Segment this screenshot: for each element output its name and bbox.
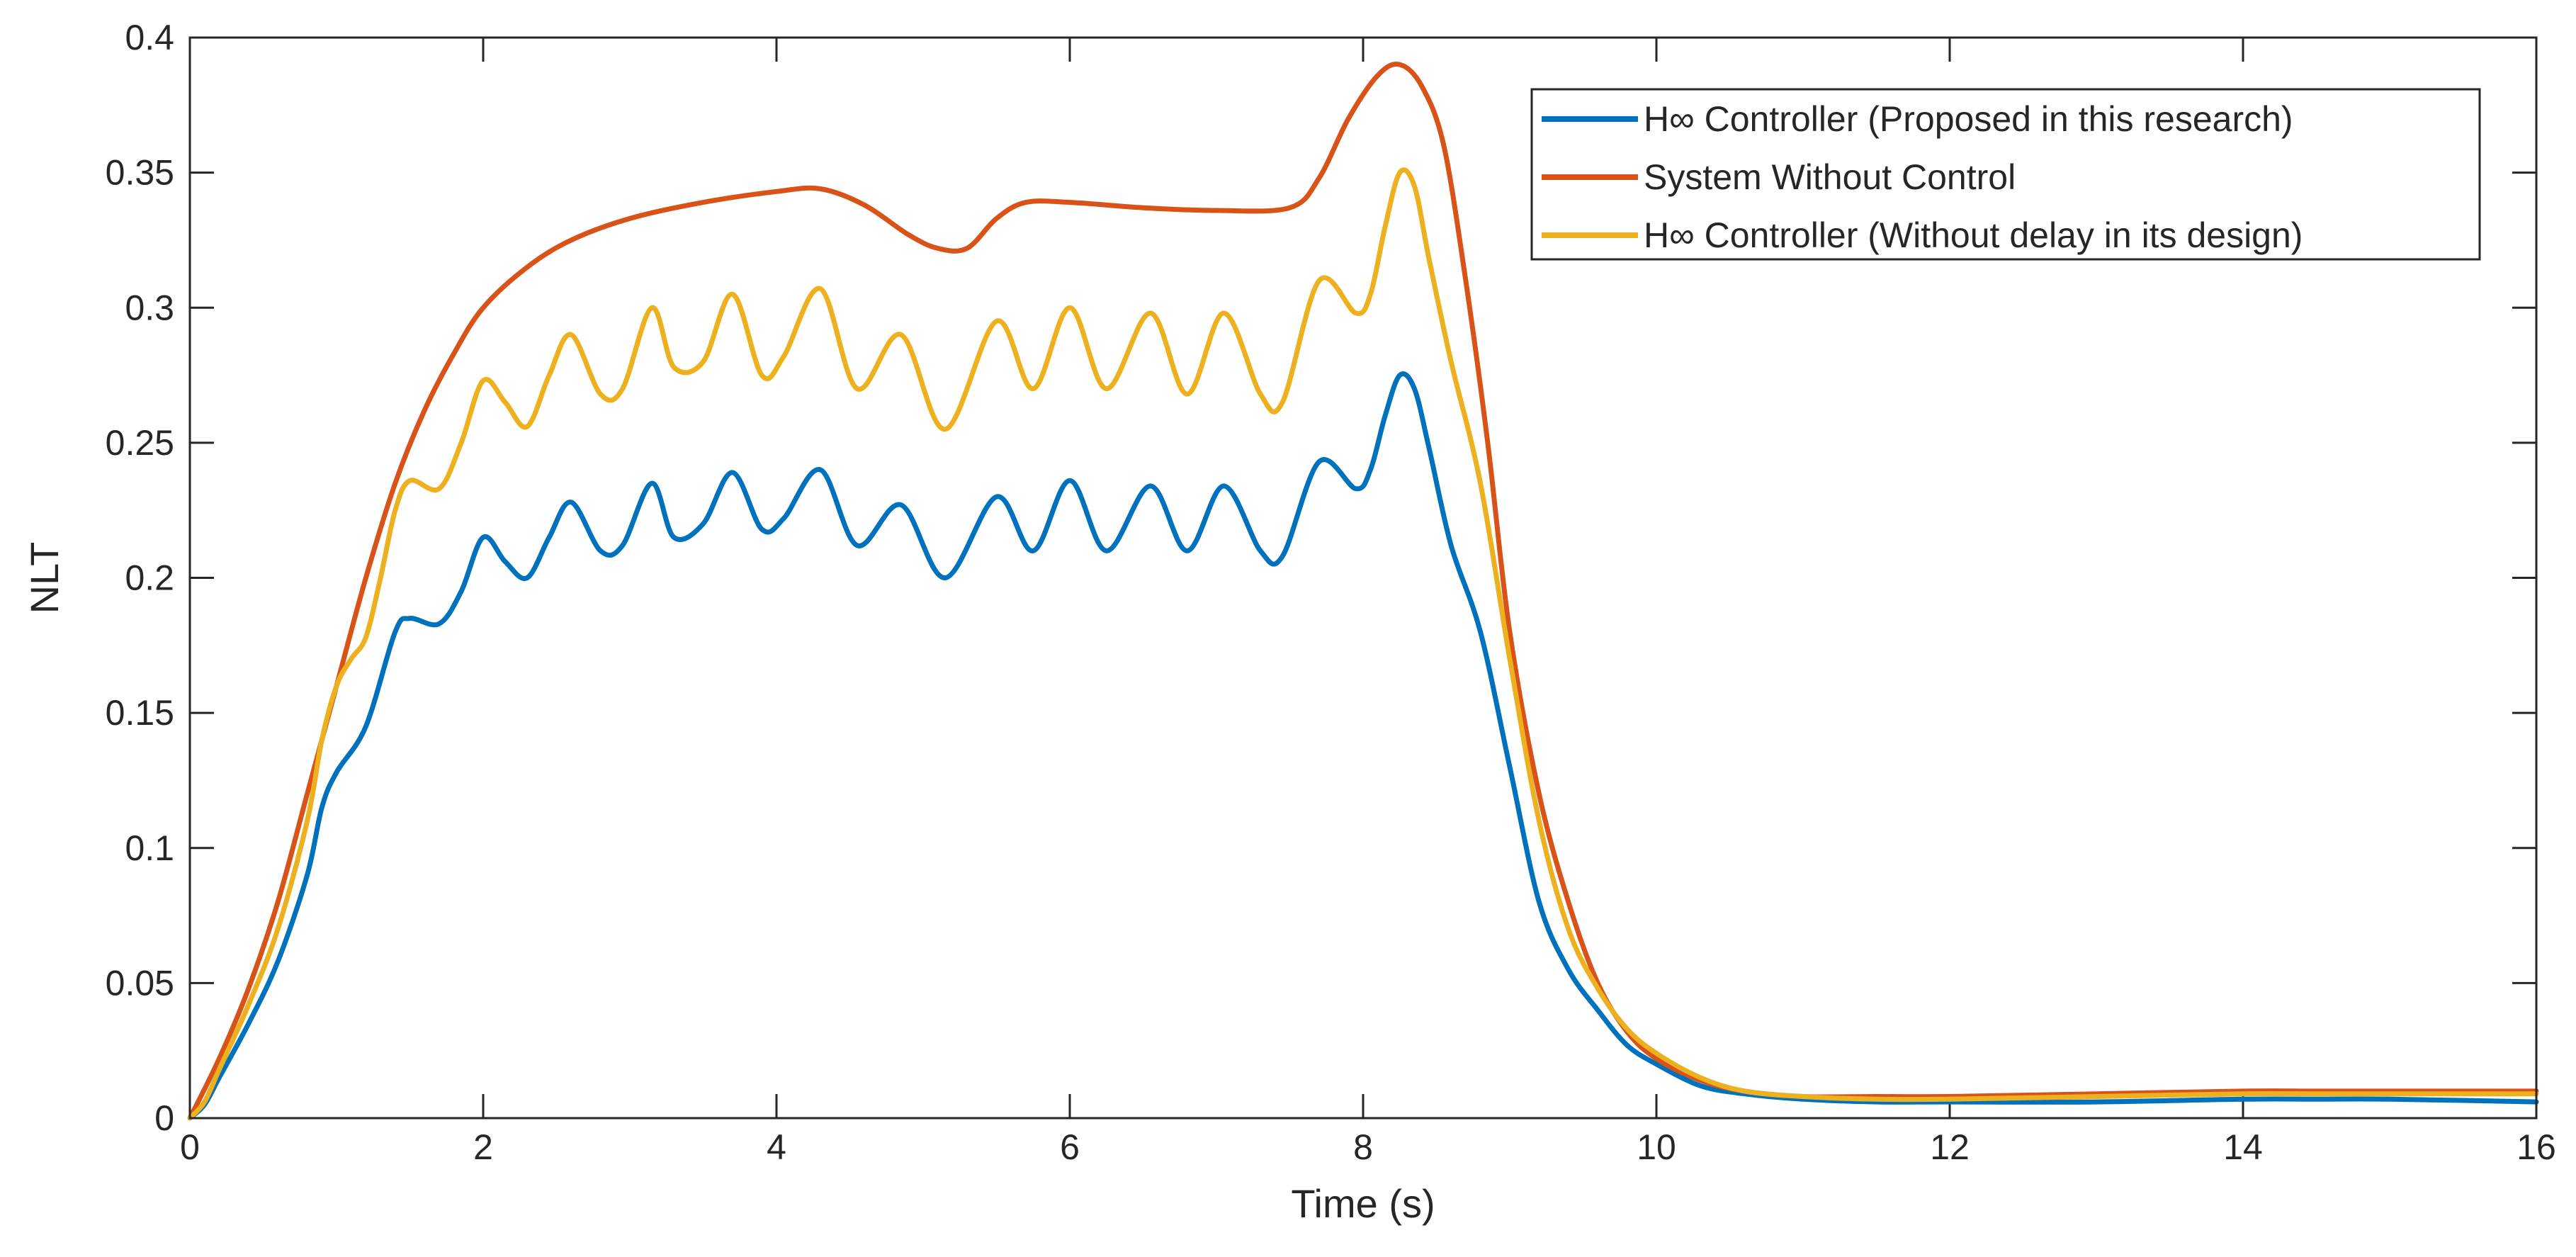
legend-label: System Without Control xyxy=(1644,157,2016,197)
legend-label: H∞ Controller (Proposed in this research… xyxy=(1644,99,2293,139)
plot-area-frame xyxy=(188,36,2538,1120)
labels-layer: 0 2 4 6 8 10 12 14 16 0 0.05 0.1 0.15 0.2 0.25 0.3 0.35 0… xyxy=(106,18,2556,1167)
x-axis-title: Time (s) xyxy=(1291,1181,1435,1226)
x-tick-label: 10 xyxy=(1637,1127,1676,1167)
legend-label: H∞ Controller (Without delay in its desi… xyxy=(1644,215,2303,255)
y-tick-label: 0.35 xyxy=(106,153,174,193)
x-tick-label: 16 xyxy=(2516,1127,2556,1167)
y-tick-label: 0.25 xyxy=(106,423,174,463)
y-tick-label: 0.4 xyxy=(125,18,174,57)
legend: H∞ Controller (Proposed in this research… xyxy=(1530,88,2481,261)
legend-box xyxy=(1530,88,2481,261)
x-tick-label: 14 xyxy=(2223,1127,2263,1167)
x-tick-label: 0 xyxy=(180,1127,200,1167)
series-line-hinf-proposed xyxy=(187,371,2539,1121)
x-tick-label: 6 xyxy=(1060,1127,1080,1167)
y-axis-title: NLT xyxy=(22,542,67,614)
y-tick-label: 0 xyxy=(154,1098,174,1138)
y-tick-label: 0.05 xyxy=(106,963,174,1003)
y-tick-label: 0.15 xyxy=(106,693,174,733)
x-tick-label: 4 xyxy=(767,1127,786,1167)
y-tick-label: 0.3 xyxy=(125,288,174,327)
x-tick-label: 12 xyxy=(1930,1127,1970,1167)
y-tick-label: 0.1 xyxy=(125,828,174,868)
x-tick-label: 2 xyxy=(473,1127,493,1167)
y-tick-label: 0.2 xyxy=(125,558,174,598)
series-line-hinf-no-delay xyxy=(187,167,2539,1121)
x-tick-label: 8 xyxy=(1353,1127,1373,1167)
series-layer xyxy=(187,62,2539,1121)
